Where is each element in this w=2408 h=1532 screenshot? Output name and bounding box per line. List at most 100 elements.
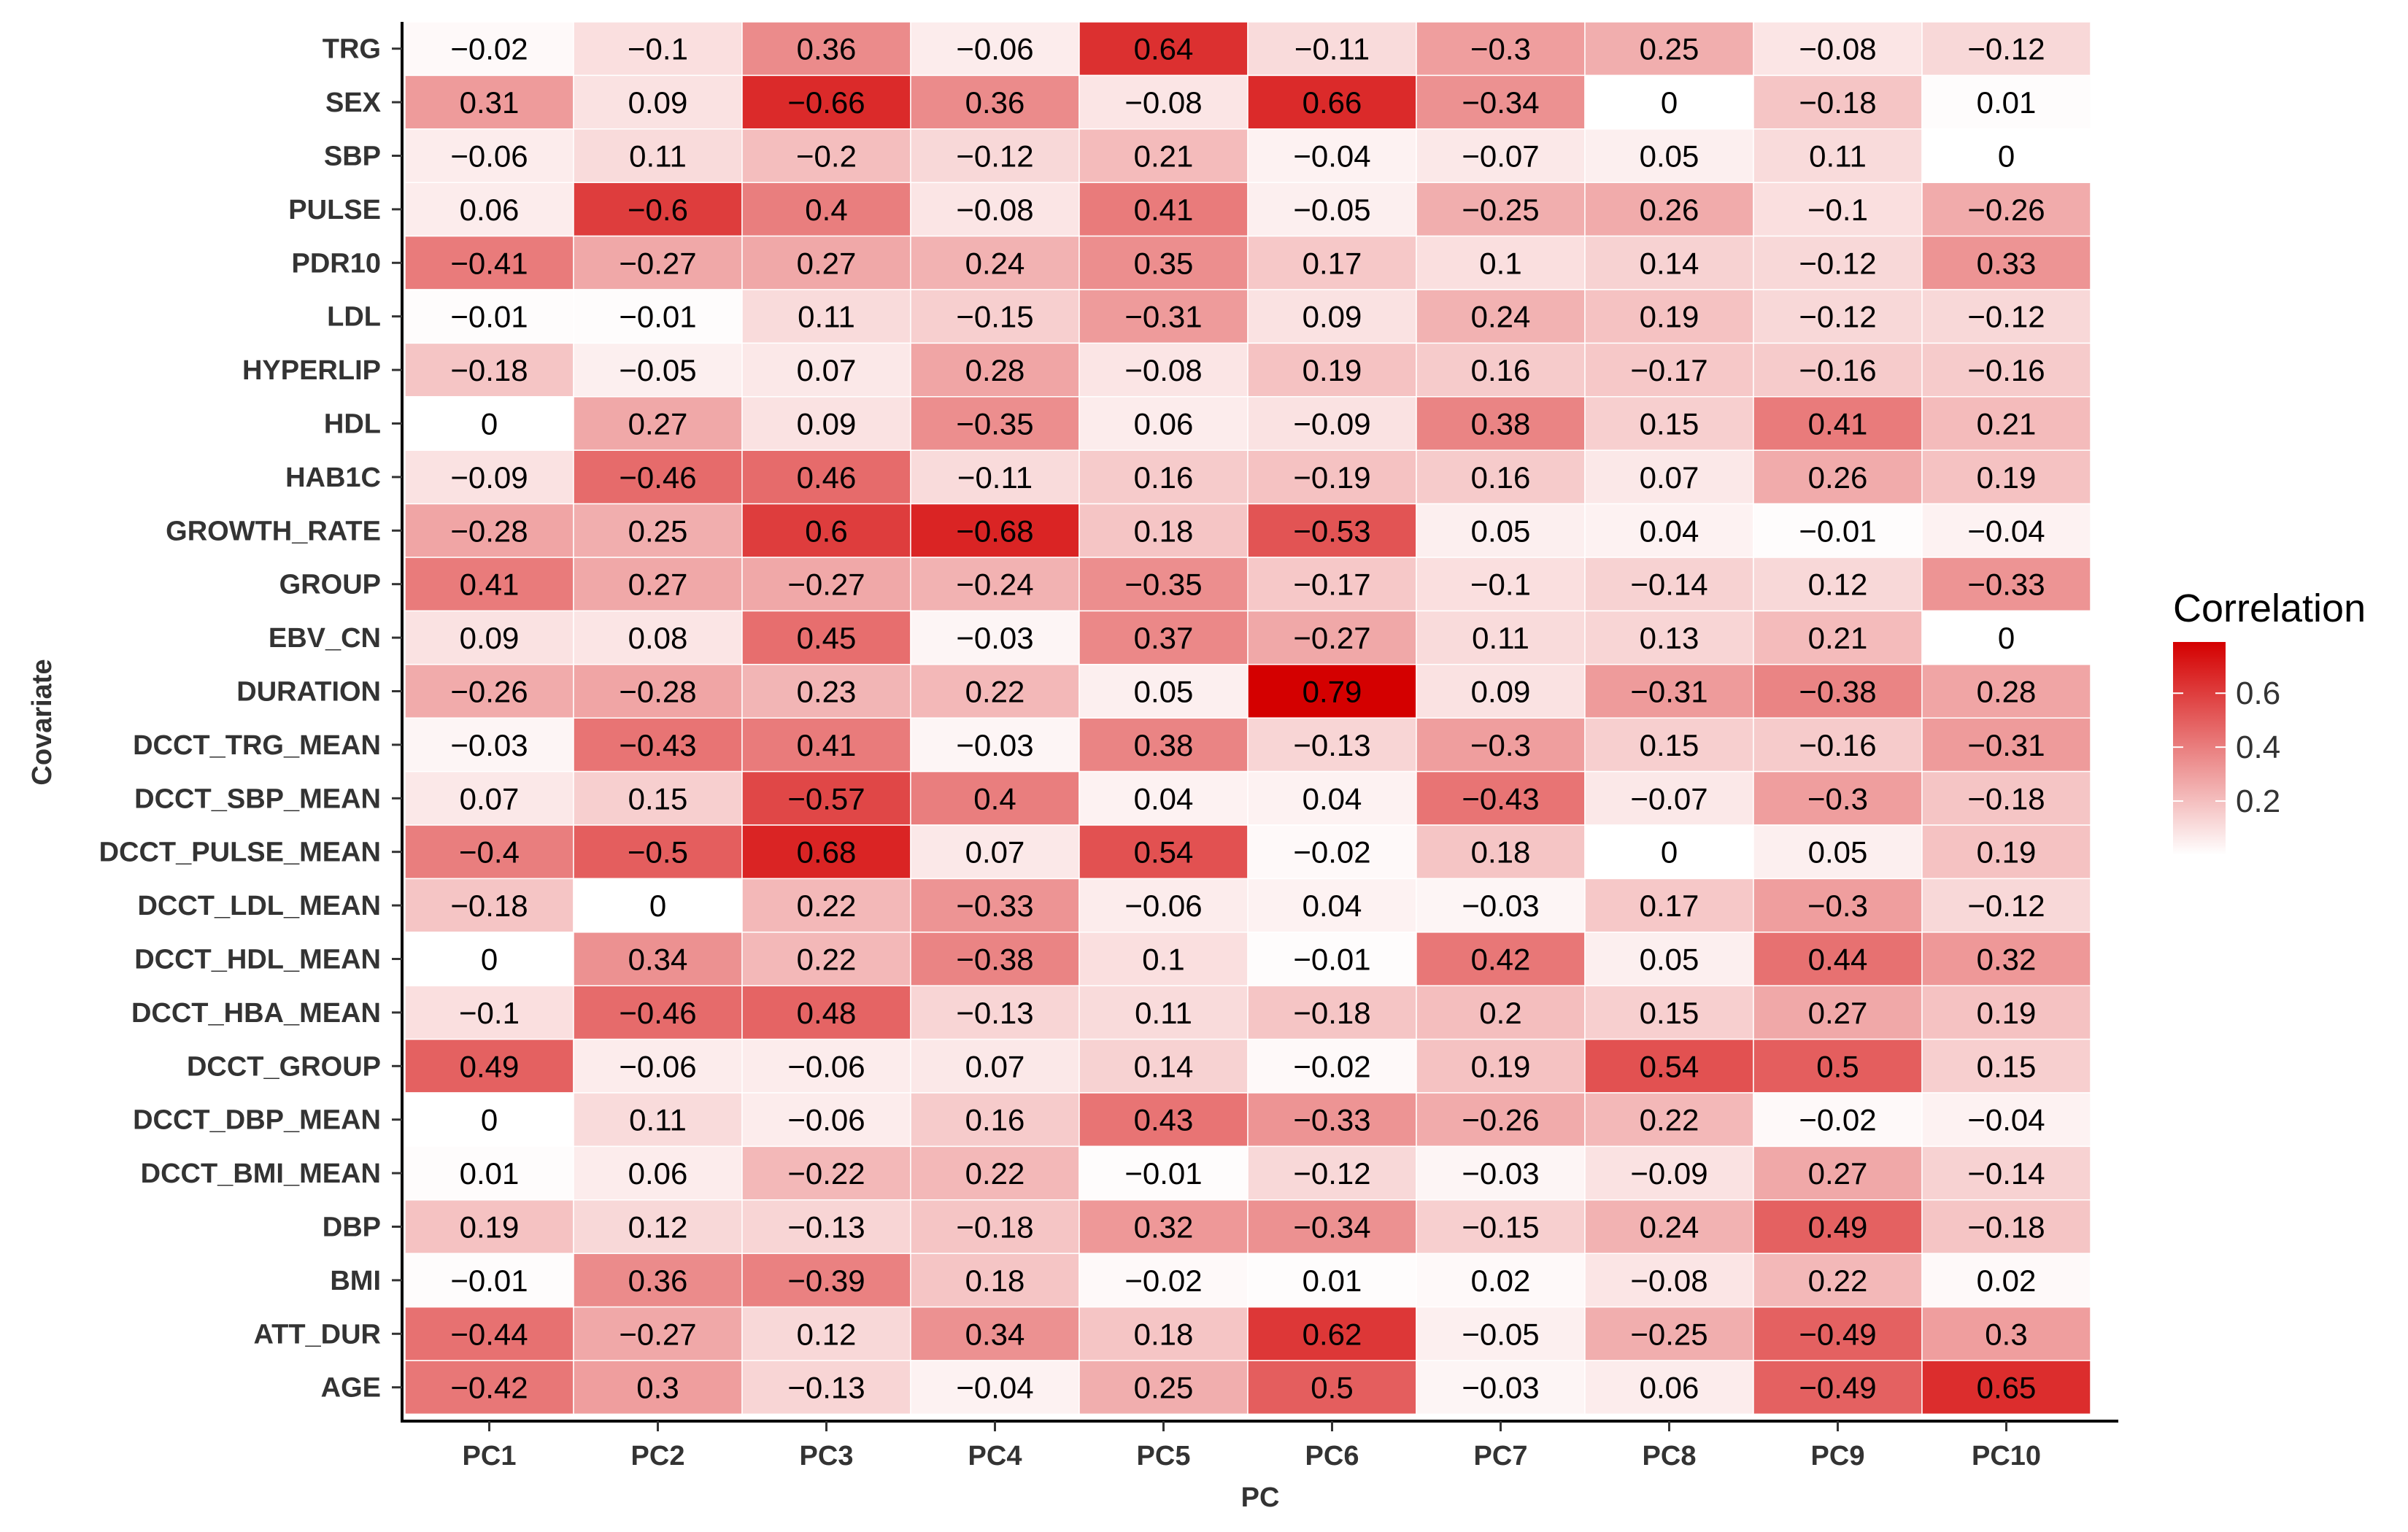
heatmap-cell-label: −0.3 <box>1470 728 1531 762</box>
heatmap-cell-label: −0.15 <box>1462 1210 1539 1245</box>
y-tick-label: DCCT_LDL_MEAN <box>137 891 381 921</box>
heatmap-cell-label: 0.32 <box>1134 1210 1194 1245</box>
heatmap-cell-label: −0.07 <box>1462 139 1539 174</box>
y-tick-label: AGE <box>321 1373 381 1404</box>
heatmap-cell-label: −0.06 <box>787 1049 865 1083</box>
heatmap-cell-label: −0.26 <box>450 675 528 709</box>
heatmap-cell-label: −0.02 <box>1799 1103 1876 1137</box>
y-tick-label: SEX <box>325 88 382 118</box>
heatmap-cell-label: −0.04 <box>956 1371 1033 1405</box>
x-tick-label: PC5 <box>1137 1441 1191 1471</box>
heatmap-cell-label: 0.09 <box>628 85 688 120</box>
heatmap-cell-label: 0.15 <box>1640 407 1699 441</box>
heatmap-cell-label: 0.05 <box>1134 675 1194 709</box>
heatmap-cell-label: 0.43 <box>1134 1103 1194 1137</box>
heatmap-cell-label: −0.18 <box>450 889 528 923</box>
heatmap-cell-label: 0 <box>1998 621 2015 655</box>
heatmap-cell-label: −0.06 <box>956 32 1033 66</box>
heatmap-cell-label: 0.06 <box>460 193 520 227</box>
heatmap-cell-label: −0.01 <box>450 1264 528 1298</box>
heatmap-cell-label: 0.07 <box>797 353 857 387</box>
y-tick-label: TRG <box>323 34 381 65</box>
heatmap-cell-label: 0.09 <box>797 407 857 441</box>
heatmap-cell-label: 0.06 <box>628 1156 688 1191</box>
heatmap-cell-label: −0.1 <box>628 32 688 66</box>
y-tick-label: PDR10 <box>292 248 382 279</box>
heatmap-cell-label: 0.79 <box>1303 675 1362 709</box>
x-tick-label: PC9 <box>1811 1441 1865 1471</box>
heatmap-cell-label: 0.65 <box>1977 1371 2037 1405</box>
heatmap-cell-label: 0.01 <box>1303 1264 1362 1298</box>
heatmap-cell-label: 0.36 <box>965 85 1025 120</box>
heatmap-cell-label: −0.3 <box>1470 32 1531 66</box>
heatmap-cell-label: 0.32 <box>1977 943 2037 977</box>
x-tick-label: PC10 <box>1972 1441 2041 1471</box>
heatmap-cell-label: 0.05 <box>1640 139 1699 174</box>
heatmap-cell-label: 0.04 <box>1303 889 1362 923</box>
heatmap-cell-label: −0.13 <box>787 1371 865 1405</box>
heatmap-cell-label: 0.49 <box>460 1049 520 1083</box>
legend: Correlation 0.20.40.6 <box>2173 587 2366 855</box>
heatmap-cell-label: 0.19 <box>1977 996 2037 1030</box>
heatmap-cell-label: −0.35 <box>956 407 1033 441</box>
heatmap-cell-label: 0.24 <box>1640 1210 1699 1245</box>
heatmap-cell-label: 0.37 <box>1134 621 1194 655</box>
heatmap-cell-label: −0.35 <box>1124 568 1202 602</box>
heatmap-cell-label: 0.38 <box>1471 407 1531 441</box>
heatmap-cell-label: 0.19 <box>1471 1049 1531 1083</box>
heatmap-cell-label: −0.46 <box>619 460 696 495</box>
heatmap-cell-label: −0.31 <box>1630 675 1707 709</box>
heatmap-cell-label: −0.1 <box>1470 568 1531 602</box>
heatmap-cell-label: −0.33 <box>1967 568 2045 602</box>
heatmap-cell-label: 0.26 <box>1808 460 1868 495</box>
heatmap-cell-label: 0.19 <box>460 1210 520 1245</box>
heatmap-cell-label: −0.01 <box>1124 1156 1202 1191</box>
y-tick-label: DCCT_HDL_MEAN <box>134 945 381 975</box>
heatmap-cell-label: −0.22 <box>787 1156 865 1191</box>
heatmap-cell-label: 0.01 <box>460 1156 520 1191</box>
x-axis-ticks: PC1 PC2 PC3 PC4 PC5 PC6 PC7 PC8 PC9 PC10 <box>463 1421 2041 1471</box>
heatmap-cell-label: 0.66 <box>1303 85 1362 120</box>
y-tick-label: PULSE <box>288 195 381 225</box>
heatmap-cell-label: 0.21 <box>1134 139 1194 174</box>
x-tick-label: PC8 <box>1643 1441 1697 1471</box>
heatmap-cell-label: 0.05 <box>1808 835 1868 870</box>
heatmap-cell-label: 0.04 <box>1303 781 1362 816</box>
heatmap-cell-label: −0.27 <box>619 1317 696 1351</box>
heatmap-cell-label: −0.42 <box>450 1371 528 1405</box>
heatmap-cell-label: 0.14 <box>1640 246 1699 280</box>
heatmap-cell-label: −0.24 <box>956 568 1033 602</box>
y-tick-label: SBP <box>324 142 381 172</box>
y-tick-label: DCCT_BMI_MEAN <box>141 1158 381 1189</box>
heatmap-cell-label: 0.22 <box>965 675 1025 709</box>
heatmap-cell-label: 0.22 <box>965 1156 1025 1191</box>
heatmap-cell-label: 0.19 <box>1303 353 1362 387</box>
heatmap-cell-label: −0.66 <box>787 85 865 120</box>
heatmap-cell-label: 0.22 <box>1640 1103 1699 1137</box>
heatmap-cell-label: 0.1 <box>1142 943 1184 977</box>
heatmap-cell-label: −0.27 <box>787 568 865 602</box>
heatmap-cell-label: −0.1 <box>459 996 520 1030</box>
heatmap-cell-label: 0.1 <box>1479 246 1521 280</box>
heatmap-cell-label: 0.18 <box>965 1264 1025 1298</box>
heatmap-cell-label: 0.18 <box>1471 835 1531 870</box>
heatmap-cell-label: −0.27 <box>619 246 696 280</box>
heatmap-cell-label: −0.16 <box>1799 353 1876 387</box>
heatmap-cell-label: 0.27 <box>1808 1156 1868 1191</box>
heatmap-cell-label: 0.27 <box>628 568 688 602</box>
x-axis-title: PC <box>1241 1482 1280 1513</box>
heatmap-cell-label: 0.09 <box>1303 300 1362 334</box>
heatmap-cell-label: 0.2 <box>1479 996 1521 1030</box>
heatmap-cell-label: −0.12 <box>1799 246 1876 280</box>
y-tick-label: DCCT_DBP_MEAN <box>133 1105 381 1136</box>
heatmap-cell-label: −0.06 <box>619 1049 696 1083</box>
y-tick-label: BMI <box>330 1266 381 1296</box>
heatmap-cell-label: 0.25 <box>1640 32 1699 66</box>
heatmap-cell-label: 0.4 <box>973 781 1016 816</box>
heatmap-cell-label: 0.31 <box>460 85 520 120</box>
heatmap-cell-label: 0.16 <box>1134 460 1194 495</box>
heatmap-cell-label: 0.41 <box>1808 407 1868 441</box>
heatmap-cell-label: 0.06 <box>1640 1371 1699 1405</box>
heatmap-cell-label: 0.09 <box>1471 675 1531 709</box>
heatmap-cell-label: 0.15 <box>1640 728 1699 762</box>
